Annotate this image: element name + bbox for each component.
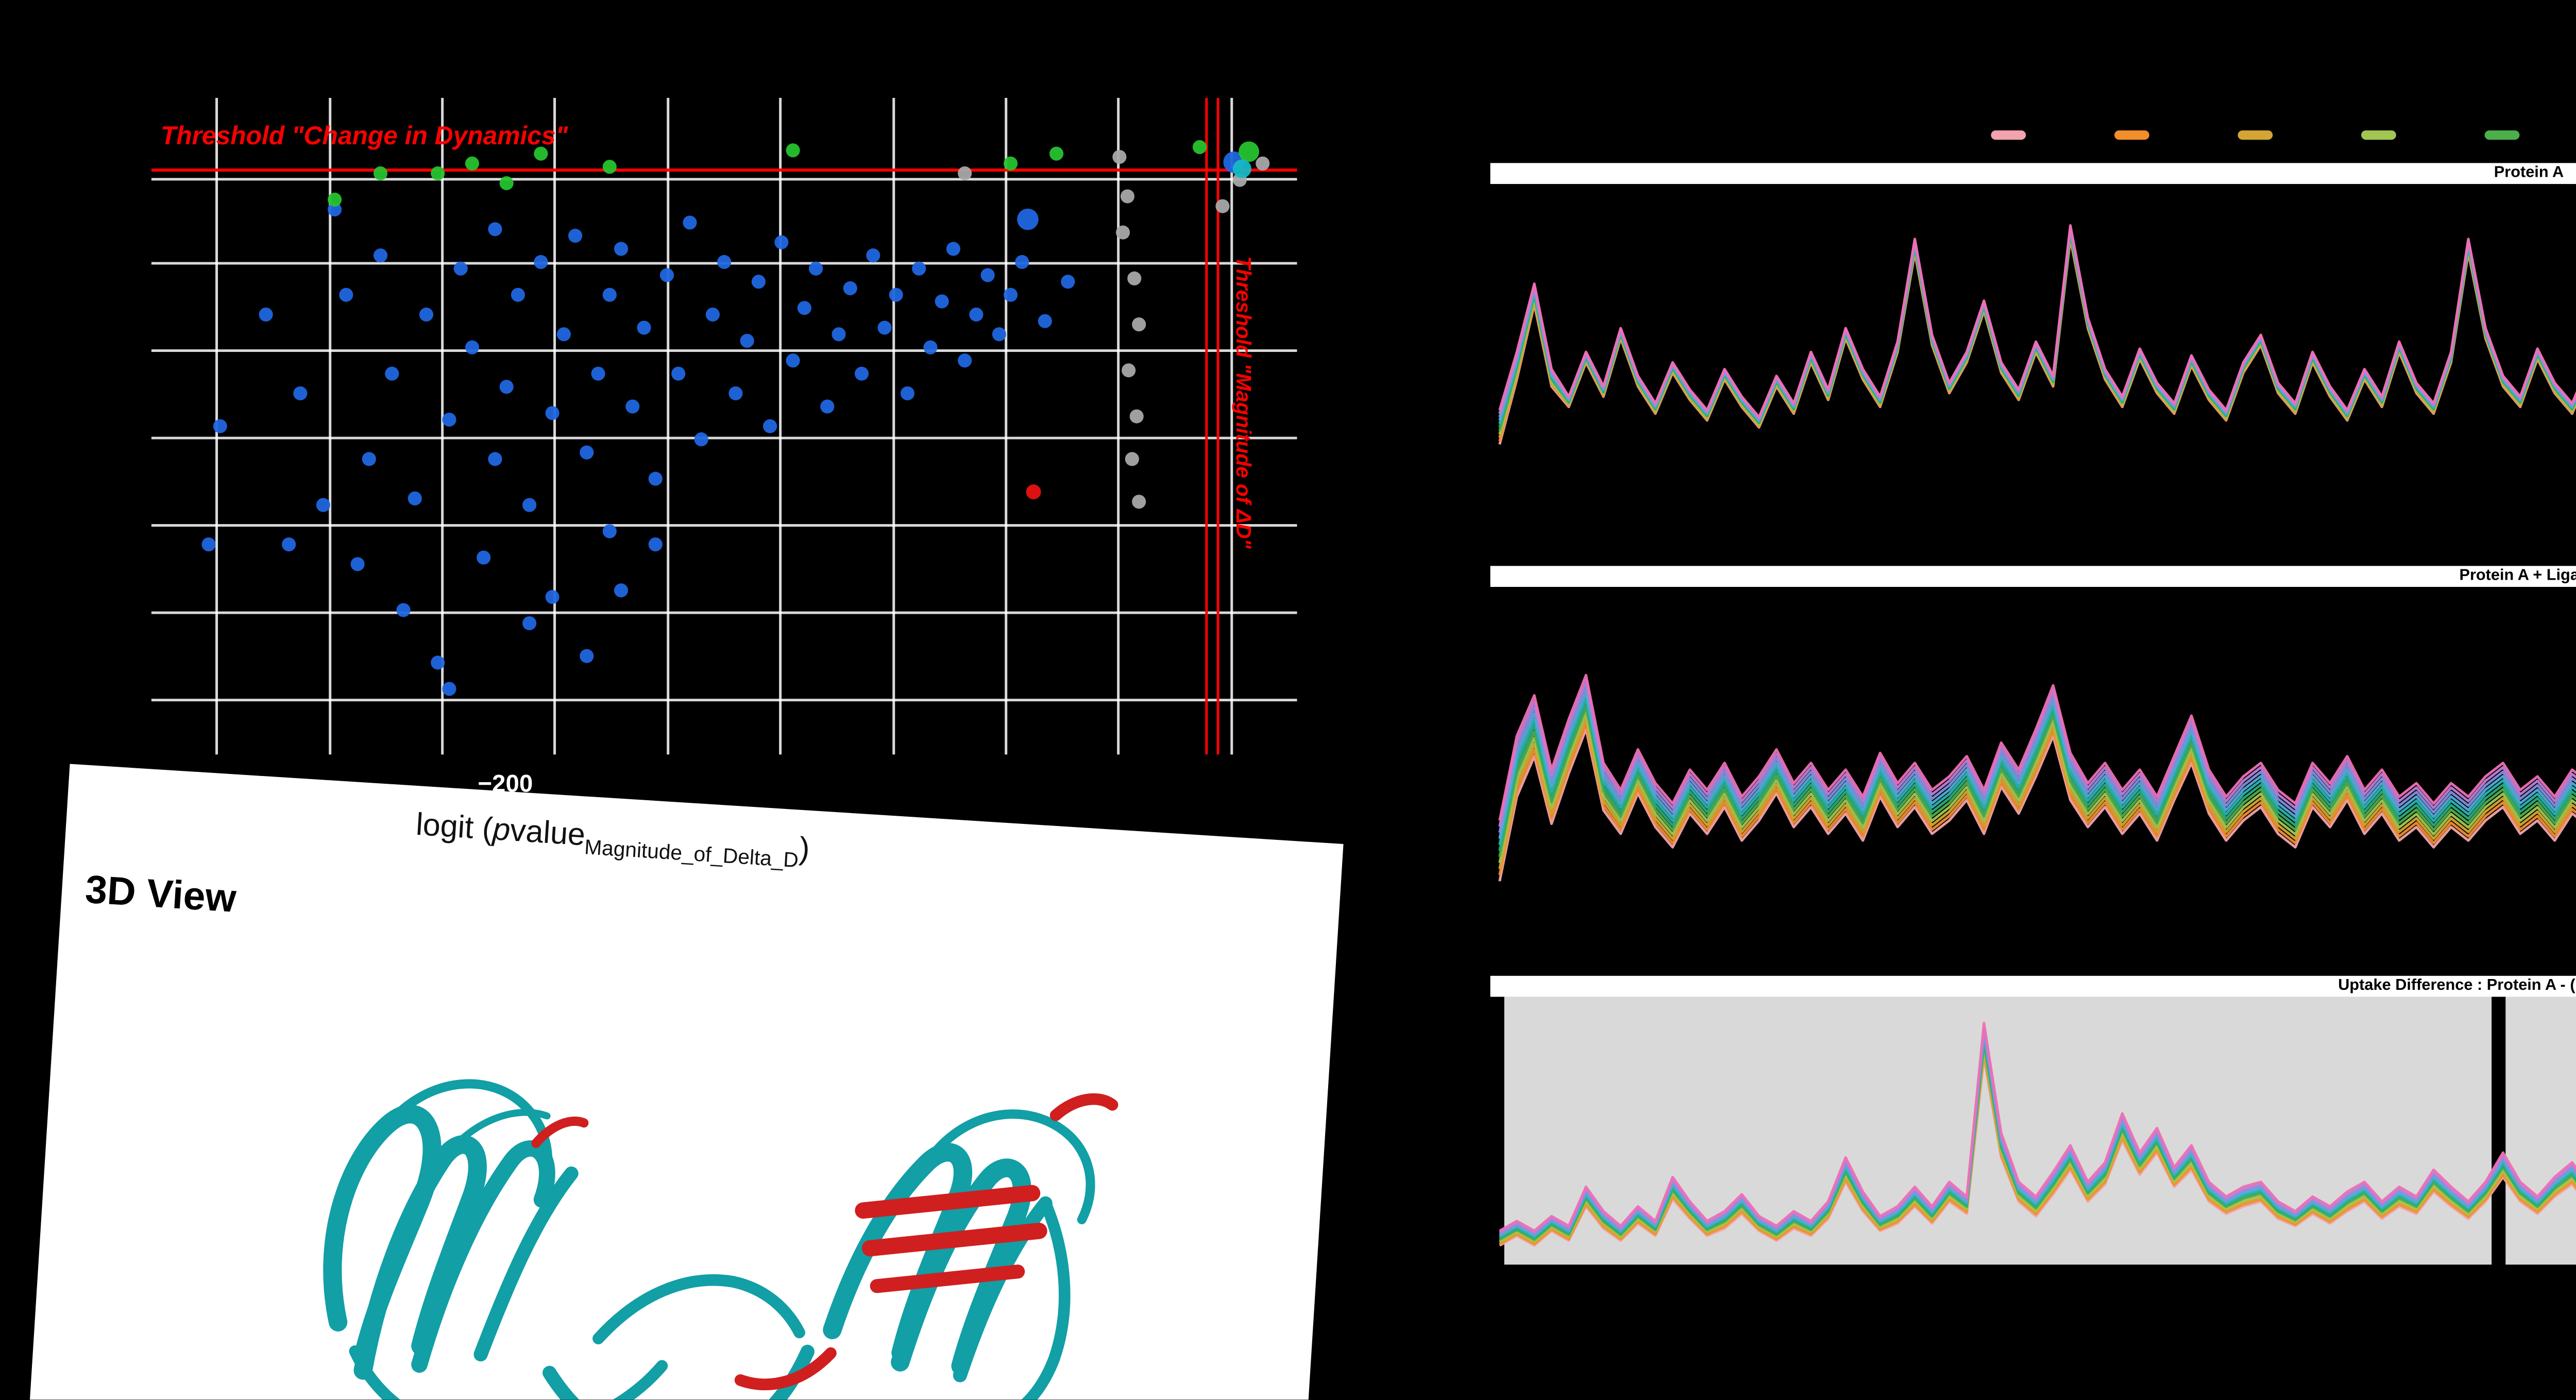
uptake-trace-11[interactable] [1498, 621, 2576, 821]
uptake-trace-5[interactable] [1498, 232, 2576, 495]
uptake-panels-column: Protein A Protein A + Ligand Uptake Diff… [1490, 0, 2576, 1399]
uptake-trace-8[interactable] [1498, 644, 2576, 839]
uptake-trace-10[interactable] [1498, 629, 2576, 827]
legend-swatch-5[interactable] [2484, 130, 2520, 139]
uptake-trace-5[interactable] [1498, 666, 2576, 857]
teal-point[interactable] [1232, 159, 1251, 178]
panel-title-uptake-difference: Uptake Difference : Protein A - (Protein… [1490, 975, 2576, 997]
uptake-trace-10[interactable] [1498, 225, 2576, 447]
uptake-plot-protein-a-ligand[interactable] [1490, 587, 2576, 957]
legend-swatch-2[interactable] [2114, 130, 2149, 139]
panel-title-protein-a-text: Protein A [2494, 165, 2564, 182]
uptake-trace-4[interactable] [1498, 233, 2576, 504]
uptake-trace-11[interactable] [1499, 1022, 2576, 1233]
panel-title-protein-a-ligand-text: Protein A + Ligand [2459, 568, 2576, 585]
uptake-trace-7[interactable] [1498, 651, 2576, 845]
3d-view-panel[interactable]: logit (pvalueMagnitude_of_Delta_D) 3D Vi… [26, 764, 1344, 1400]
protein-ribbon-svg[interactable] [123, 914, 1181, 1400]
threshold-magnitude-label: Threshold "Magnitude of ΔD" [1231, 256, 1256, 549]
uptake-plot-protein-a[interactable] [1490, 184, 2576, 559]
large-green-point[interactable] [1239, 141, 1260, 162]
selection-region[interactable] [2505, 997, 2576, 1265]
uptake-trace-4[interactable] [1498, 673, 2576, 864]
red-point[interactable] [1026, 484, 1041, 500]
blue-points[interactable] [201, 202, 1075, 696]
uptake-trace-9[interactable] [1498, 636, 2576, 833]
legend-swatch-3[interactable] [2238, 130, 2273, 139]
volcano-plot[interactable]: Threshold "Change in Dynamics" Threshold… [151, 97, 1297, 799]
panel-title-protein-a-ligand: Protein A + Ligand [1490, 566, 2576, 587]
panel-title-uptake-difference-text: Uptake Difference : Protein A - (Protein… [2338, 978, 2576, 994]
volcano-plot-svg[interactable] [151, 97, 1297, 755]
gray-points[interactable] [958, 149, 1270, 509]
volcano-x-axis-title: logit (pvalueMagnitude_of_Delta_D) [415, 806, 811, 872]
legend-swatch-4[interactable] [2361, 130, 2396, 139]
uptake-difference-plot[interactable] [1490, 997, 2576, 1274]
uptake-trace-6[interactable] [1498, 231, 2576, 486]
exposure-legend [1490, 124, 2576, 151]
panel-title-protein-a: Protein A [1490, 163, 2576, 184]
uptake-trace-1[interactable] [1498, 696, 2576, 882]
green-points[interactable] [328, 140, 1207, 207]
uptake-trace-6[interactable] [1498, 659, 2576, 851]
uptake-trace-2[interactable] [1498, 688, 2576, 875]
legend-swatch-1[interactable] [1991, 130, 2026, 139]
uptake-trace-3[interactable] [1498, 681, 2576, 869]
threshold-change-in-dynamics-label: Threshold "Change in Dynamics" [160, 123, 568, 151]
uptake-trace-11[interactable] [1498, 224, 2576, 438]
uptake-trace-9[interactable] [1498, 227, 2576, 457]
